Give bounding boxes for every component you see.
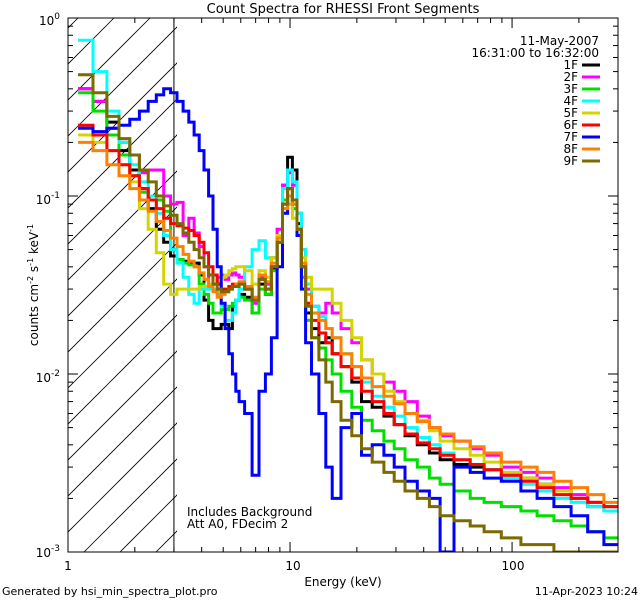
y-tick-labels: 100 10-1 10-2 10-3 (36, 12, 61, 560)
legend-label-9F: 9F (563, 154, 578, 168)
annotation-attenuator: Att A0, FDecim 2 (187, 517, 288, 531)
x-tick-label-10: 10 (285, 559, 300, 573)
hatch-line (68, 62, 177, 173)
axis-ticks (67, 17, 619, 553)
series-9F (78, 73, 618, 552)
legend-label-6F: 6F (563, 118, 578, 132)
y-tick-label-0.1: 10-1 (36, 191, 60, 207)
chart-title: Count Spectra for RHESSI Front Segments (207, 2, 480, 17)
axes-frame (67, 17, 619, 553)
legend-label-5F: 5F (563, 106, 578, 120)
hatch-line (68, 26, 177, 137)
legend-label-4F: 4F (563, 94, 578, 108)
x-tick-label-1: 1 (64, 559, 72, 573)
hatch-line (68, 98, 177, 209)
hatch-line (68, 386, 177, 497)
annotation-background: Includes Background (187, 505, 312, 519)
series-layer (78, 38, 618, 552)
footer-timestamp: 11-Apr-2023 10:24 (535, 585, 638, 598)
y-axis-label: counts cm-2 s-1 keV-1 (26, 224, 41, 346)
x-tick-label-100: 100 (502, 559, 525, 573)
legend-label-7F: 7F (563, 130, 578, 144)
hatch-line (68, 242, 177, 353)
date-label: 11-May-2007 (520, 34, 599, 48)
series-7F (78, 87, 618, 552)
y-tick-label-1: 100 (39, 12, 60, 28)
footer-generated-by: Generated by hsi_min_spectra_plot.pro (2, 585, 218, 598)
plot-area (68, 18, 618, 552)
legend-label-1F: 1F (563, 58, 578, 72)
hatch-line (68, 422, 177, 533)
time-range-label: 16:31:00 to 16:32:00 (472, 46, 599, 60)
legend-label-8F: 8F (563, 142, 578, 156)
hatch-line (83, 458, 177, 552)
x-tick-labels: 1 10 100 (64, 559, 524, 573)
series-8F (78, 140, 618, 504)
legend-label-2F: 2F (563, 70, 578, 84)
legend-label-3F: 3F (563, 82, 578, 96)
y-tick-label-0.001: 10-3 (36, 544, 60, 560)
y-tick-label-0.01: 10-2 (36, 369, 60, 385)
hatch-line (68, 206, 177, 317)
x-axis-label: Energy (keV) (304, 575, 381, 589)
